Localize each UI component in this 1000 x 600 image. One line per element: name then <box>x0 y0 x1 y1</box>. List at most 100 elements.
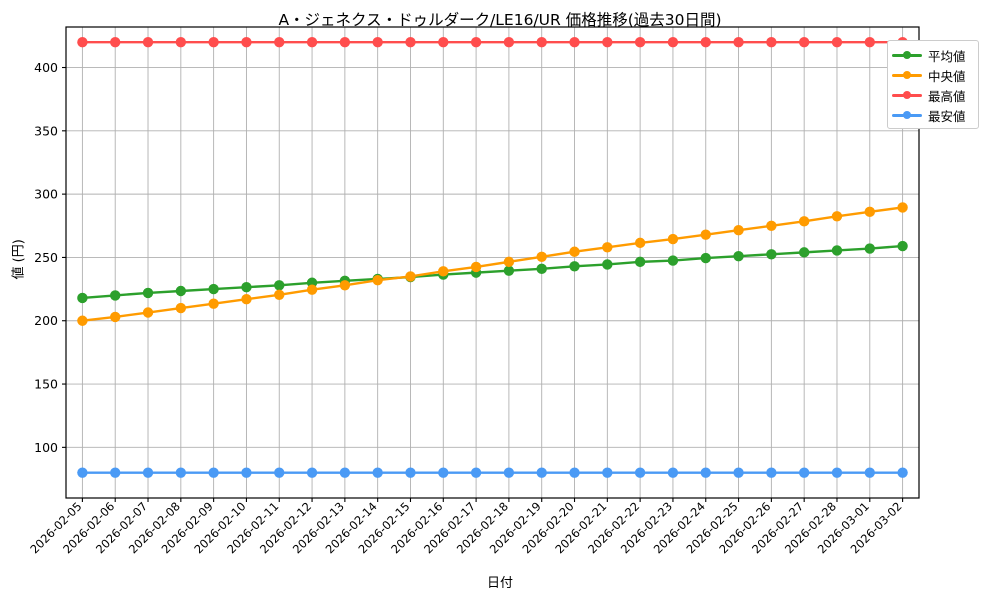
legend-marker-min-icon <box>892 108 922 122</box>
data-point <box>110 311 121 323</box>
data-point <box>175 36 187 48</box>
data-point <box>438 36 449 48</box>
gridlines <box>66 27 919 498</box>
data-point <box>372 467 383 478</box>
axis-frame <box>65 26 920 499</box>
data-point <box>634 237 646 249</box>
data-point <box>77 315 88 326</box>
data-point <box>274 280 285 291</box>
data-point <box>241 467 252 478</box>
data-point <box>766 249 777 260</box>
data-point <box>634 36 646 48</box>
data-point <box>241 294 252 305</box>
data-point <box>77 467 88 478</box>
y-axis-ticks: 100 150 200 250 300 350 400 <box>34 60 66 455</box>
data-point <box>175 285 187 297</box>
data-point <box>470 36 482 48</box>
data-point <box>339 280 351 291</box>
y-tick-label: 350 <box>34 123 58 138</box>
data-point <box>110 467 121 478</box>
data-point <box>503 467 515 478</box>
data-point <box>470 261 482 273</box>
data-point <box>798 247 810 258</box>
legend-marker-median-icon <box>892 68 922 82</box>
data-point <box>700 36 711 48</box>
data-point <box>536 467 547 478</box>
data-point <box>274 36 285 48</box>
legend-item-min[interactable]: 最安値 <box>892 105 974 125</box>
legend-item-median[interactable]: 中央値 <box>892 65 974 85</box>
series-最安値 <box>77 467 908 478</box>
data-point <box>864 36 875 48</box>
series-平均値 <box>77 240 908 304</box>
data-point <box>405 271 416 282</box>
legend-item-max[interactable]: 最高値 <box>892 85 974 105</box>
data-point <box>241 36 252 48</box>
series-最高値 <box>77 36 908 48</box>
data-point <box>897 202 908 213</box>
y-tick-label: 300 <box>34 187 58 202</box>
data-point <box>569 36 580 48</box>
data-point <box>864 243 875 254</box>
data-point <box>667 36 679 48</box>
data-point <box>208 36 219 48</box>
legend-item-mean[interactable]: 平均値 <box>892 45 974 65</box>
data-point <box>77 292 88 304</box>
data-point <box>864 467 875 478</box>
data-point <box>798 36 810 48</box>
data-point <box>569 246 580 257</box>
legend-label-max: 最高値 <box>928 88 966 104</box>
y-tick-label: 250 <box>34 250 58 265</box>
legend-marker-max-icon <box>892 88 922 102</box>
data-point <box>634 256 646 268</box>
data-point <box>306 36 318 48</box>
data-point <box>110 36 121 48</box>
data-point <box>536 263 547 275</box>
x-axis-ticks: 2026-02-052026-02-062026-02-072026-02-08… <box>27 498 905 556</box>
data-point <box>503 265 515 276</box>
data-point <box>602 36 613 48</box>
data-point <box>274 289 285 300</box>
data-point <box>175 467 187 478</box>
data-point <box>405 467 416 478</box>
data-point <box>405 36 416 48</box>
y-tick-label: 200 <box>34 313 58 328</box>
data-point <box>766 36 777 48</box>
y-tick-label: 400 <box>34 60 58 75</box>
data-point <box>766 220 777 231</box>
data-point <box>831 211 843 222</box>
chart-title: A・ジェネクス・ドゥルダーク/LE16/UR 価格推移(過去30日間) <box>278 11 722 29</box>
data-point <box>503 256 515 268</box>
data-point <box>667 255 679 266</box>
data-point <box>667 467 679 478</box>
data-point <box>733 36 744 48</box>
data-point <box>438 266 449 277</box>
data-point <box>700 229 711 240</box>
legend-label-min: 最安値 <box>928 108 966 124</box>
data-point <box>733 250 744 262</box>
data-point <box>766 467 777 478</box>
data-series-layer <box>77 36 908 478</box>
data-point <box>142 467 154 478</box>
data-point <box>864 206 875 218</box>
data-point <box>831 245 843 256</box>
data-point <box>798 216 810 227</box>
legend-label-median: 中央値 <box>928 68 966 84</box>
legend-label-mean: 平均値 <box>928 48 966 64</box>
data-point <box>208 298 219 309</box>
data-point <box>208 467 219 478</box>
y-tick-label: 150 <box>34 377 58 392</box>
data-point <box>274 467 285 478</box>
data-point <box>667 233 679 245</box>
data-point <box>700 467 711 478</box>
data-point <box>831 36 843 48</box>
data-point <box>602 467 613 478</box>
y-tick-label: 100 <box>34 440 58 455</box>
data-point <box>602 259 613 270</box>
data-point <box>733 467 744 478</box>
data-point <box>175 302 187 314</box>
x-axis-label: 日付 <box>486 576 513 591</box>
data-point <box>372 275 383 286</box>
